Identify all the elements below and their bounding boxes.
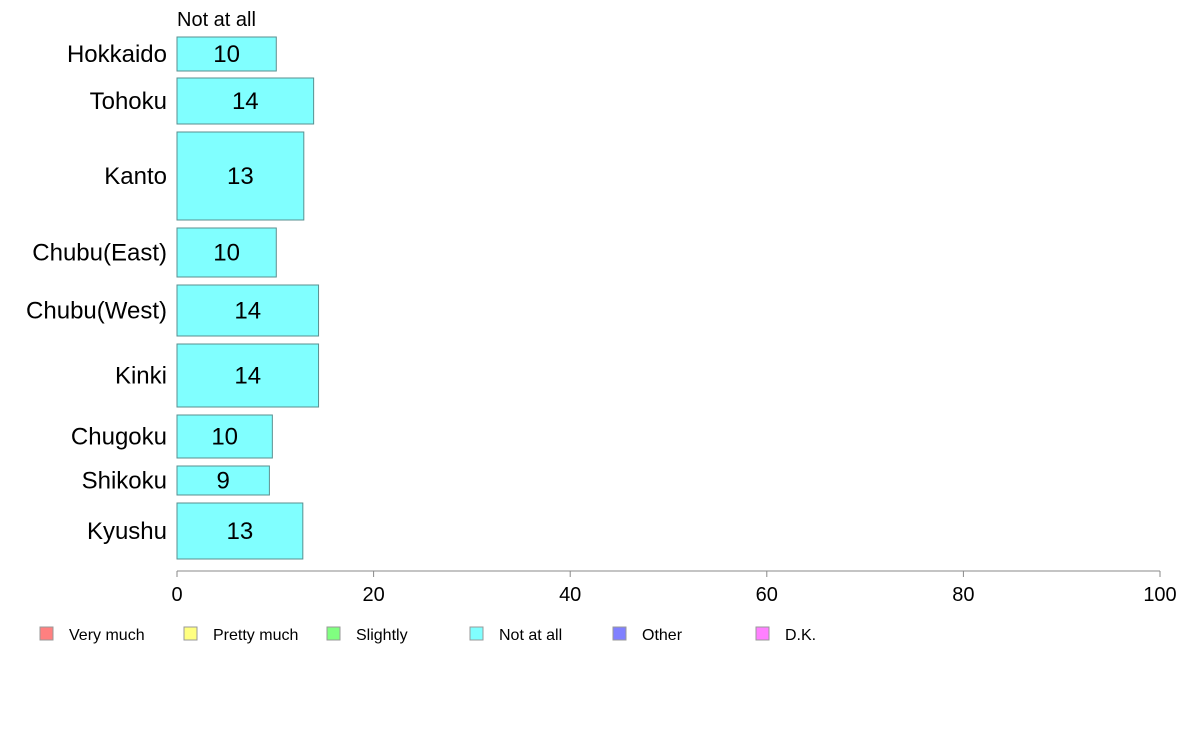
legend-swatch: [469, 626, 484, 641]
category-label: Kinki: [115, 363, 167, 390]
category-label: Chubu(West): [26, 298, 167, 325]
category-label: Kyushu: [87, 518, 167, 545]
bar-value-label: 9: [217, 468, 230, 495]
bar: [176, 414, 273, 459]
bar-value-label: 14: [234, 298, 261, 325]
legend-swatch: [326, 626, 341, 641]
legend-swatch: [39, 626, 54, 641]
x-tick-label: 80: [952, 584, 974, 606]
category-label: Chugoku: [71, 424, 167, 451]
legend-label: D.K.: [785, 627, 816, 644]
x-tick-label: 60: [756, 584, 778, 606]
bar-value-label: 13: [227, 163, 254, 190]
category-label: Tohoku: [90, 88, 167, 115]
legend-swatch: [755, 626, 770, 641]
legend-label: Very much: [69, 627, 145, 644]
legend-swatch: [612, 626, 627, 641]
bar-value-label: 14: [234, 363, 261, 390]
x-tick-label: 20: [362, 584, 384, 606]
legend-label: Slightly: [356, 627, 408, 644]
bar: [176, 284, 320, 337]
bar: [176, 131, 305, 221]
bars-group: Hokkaido 10 Tohoku 14 Kanto 13 Chubu(East) 10 Ch…: [26, 36, 320, 560]
category-label: Hokkaido: [67, 41, 167, 68]
legend-label: Pretty much: [213, 627, 298, 644]
category-label: Chubu(East): [32, 240, 167, 267]
x-tick-label: 100: [1143, 584, 1176, 606]
legend-label: Not at all: [499, 627, 562, 644]
bar: [176, 502, 304, 560]
x-tick-label: 40: [559, 584, 581, 606]
series-title: Not at all: [177, 9, 256, 31]
bar: [176, 227, 277, 278]
bar: [176, 465, 270, 496]
bar: [176, 36, 277, 72]
legend: Very much Pretty much Slightly Not at all Ot…: [39, 626, 816, 644]
x-axis: 0 20 40 60 80 100: [171, 570, 1177, 606]
bar-value-label: 10: [211, 424, 238, 451]
bar: [176, 77, 315, 125]
bar: [176, 343, 320, 408]
legend-label: Other: [642, 627, 683, 644]
category-label: Kanto: [104, 163, 167, 190]
bar-value-label: 10: [213, 240, 240, 267]
bar-value-label: 13: [227, 518, 254, 545]
category-label: Shikoku: [82, 468, 167, 495]
bar-value-label: 14: [232, 88, 259, 115]
legend-swatch: [183, 626, 198, 641]
x-tick-label: 0: [171, 584, 182, 606]
bar-value-label: 10: [213, 41, 240, 68]
